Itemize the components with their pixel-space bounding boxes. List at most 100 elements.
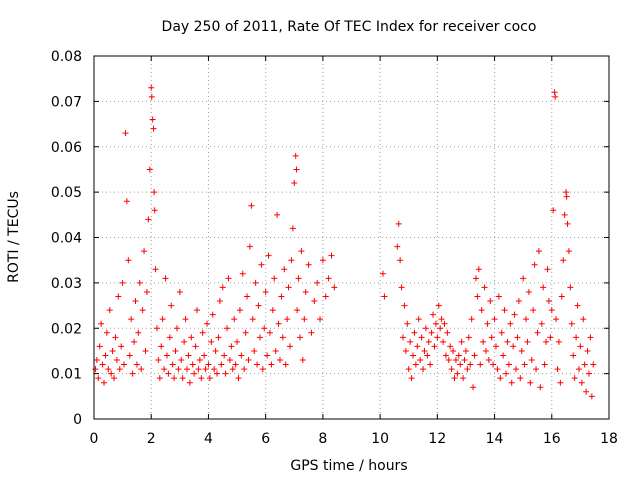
data-point bbox=[319, 257, 326, 264]
data-point bbox=[508, 379, 515, 386]
data-point bbox=[188, 334, 195, 341]
data-point bbox=[132, 298, 139, 305]
data-point bbox=[521, 361, 528, 368]
data-point bbox=[256, 334, 263, 341]
data-point bbox=[126, 352, 133, 359]
data-point bbox=[467, 361, 474, 368]
data-point bbox=[531, 261, 538, 268]
data-point bbox=[420, 366, 427, 373]
data-point bbox=[259, 366, 266, 373]
data-point bbox=[482, 347, 489, 354]
data-point bbox=[505, 361, 512, 368]
data-point bbox=[136, 279, 143, 286]
data-point bbox=[205, 361, 212, 368]
data-point bbox=[93, 357, 100, 364]
y-tick-label: 0.04 bbox=[51, 231, 82, 247]
data-point bbox=[264, 352, 271, 359]
data-point bbox=[148, 93, 155, 100]
x-tick-label: 12 bbox=[428, 431, 446, 447]
data-point bbox=[123, 198, 130, 205]
data-point bbox=[577, 343, 584, 350]
data-point bbox=[286, 343, 293, 350]
data-point bbox=[455, 352, 462, 359]
data-point bbox=[408, 375, 415, 382]
data-point bbox=[565, 248, 572, 255]
data-point bbox=[102, 352, 109, 359]
data-point bbox=[563, 189, 570, 196]
data-point bbox=[515, 298, 522, 305]
data-point bbox=[460, 375, 467, 382]
data-point bbox=[421, 347, 428, 354]
data-point bbox=[555, 338, 562, 345]
data-point bbox=[295, 275, 302, 282]
data-point bbox=[215, 334, 222, 341]
data-point bbox=[590, 361, 597, 368]
data-point bbox=[450, 347, 457, 354]
data-point bbox=[214, 370, 221, 377]
data-point bbox=[452, 357, 459, 364]
data-point bbox=[523, 316, 530, 323]
data-point bbox=[201, 352, 208, 359]
data-point bbox=[195, 366, 202, 373]
data-point bbox=[271, 275, 278, 282]
data-point bbox=[451, 375, 458, 382]
data-point bbox=[305, 261, 312, 268]
x-tick-label: 6 bbox=[261, 431, 270, 447]
data-point bbox=[221, 352, 228, 359]
data-point bbox=[563, 193, 570, 200]
x-tick-label: 2 bbox=[147, 431, 156, 447]
data-point bbox=[239, 270, 246, 277]
data-point bbox=[402, 347, 409, 354]
data-point bbox=[158, 343, 165, 350]
data-point bbox=[169, 361, 176, 368]
data-point bbox=[491, 316, 498, 323]
data-point bbox=[289, 225, 296, 232]
data-point bbox=[317, 316, 324, 323]
data-point bbox=[422, 325, 429, 332]
data-point bbox=[183, 366, 190, 373]
data-point bbox=[535, 248, 542, 255]
data-point bbox=[135, 329, 142, 336]
data-point bbox=[490, 361, 497, 368]
data-point bbox=[175, 366, 182, 373]
data-point bbox=[161, 366, 168, 373]
data-point bbox=[222, 370, 229, 377]
data-point bbox=[235, 375, 242, 382]
data-point bbox=[551, 89, 558, 96]
data-point bbox=[268, 361, 275, 368]
data-point bbox=[545, 298, 552, 305]
data-point bbox=[487, 298, 494, 305]
data-point bbox=[540, 284, 547, 291]
data-point bbox=[528, 357, 535, 364]
y-tick-label: 0.02 bbox=[51, 321, 82, 337]
data-point bbox=[276, 357, 283, 364]
data-point bbox=[116, 366, 123, 373]
data-point bbox=[293, 166, 300, 173]
data-point bbox=[481, 284, 488, 291]
data-point bbox=[480, 338, 487, 345]
data-point bbox=[196, 357, 203, 364]
data-point bbox=[524, 338, 531, 345]
data-point bbox=[182, 316, 189, 323]
data-point bbox=[568, 320, 575, 327]
data-point bbox=[272, 347, 279, 354]
data-point bbox=[301, 316, 308, 323]
data-point bbox=[447, 343, 454, 350]
data-point bbox=[331, 284, 338, 291]
data-point bbox=[394, 243, 401, 250]
data-point bbox=[525, 288, 532, 295]
data-point bbox=[511, 311, 518, 318]
data-point bbox=[437, 325, 444, 332]
data-point bbox=[258, 261, 265, 268]
data-point bbox=[510, 343, 517, 350]
data-point bbox=[440, 338, 447, 345]
data-point bbox=[534, 329, 541, 336]
data-point bbox=[216, 298, 223, 305]
data-point bbox=[462, 347, 469, 354]
data-point bbox=[206, 375, 213, 382]
data-point bbox=[492, 343, 499, 350]
data-point bbox=[395, 220, 402, 227]
data-point bbox=[228, 343, 235, 350]
data-point bbox=[225, 275, 232, 282]
